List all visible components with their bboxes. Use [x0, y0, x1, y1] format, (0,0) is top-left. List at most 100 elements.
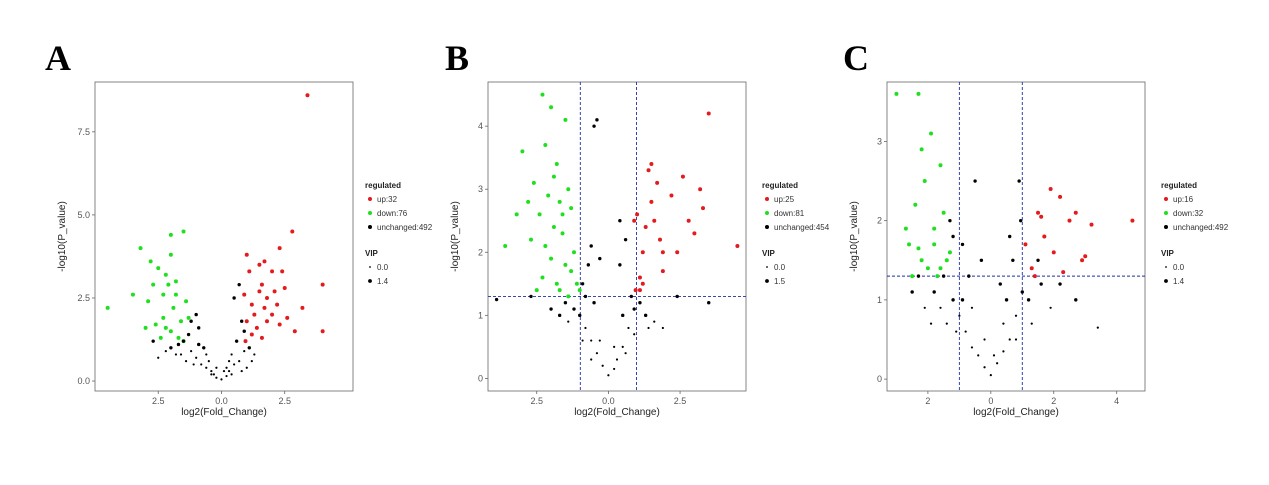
data-point-down: [543, 243, 548, 248]
data-point-unchanged: [941, 274, 946, 278]
data-point-unchanged: [190, 350, 193, 353]
x-tick-label: 0.0: [602, 396, 615, 406]
data-point-unchanged: [595, 118, 599, 122]
data-point-unchanged: [584, 326, 587, 330]
data-point-down: [514, 212, 519, 217]
data-point-up: [652, 218, 657, 223]
data-point-unchanged: [189, 319, 193, 323]
legend-marker-unchanged: [1164, 225, 1168, 229]
data-point-up: [675, 250, 680, 255]
data-point-unchanged: [970, 306, 974, 309]
y-tick-label: 3: [478, 184, 483, 194]
y-tick-label: 7.5: [77, 127, 90, 137]
data-point-down: [577, 288, 582, 293]
data-point-unchanged: [960, 242, 965, 247]
data-point-unchanged: [707, 301, 711, 305]
data-point-unchanged: [225, 374, 228, 378]
data-point-down: [903, 226, 908, 231]
data-point-unchanged: [613, 345, 616, 348]
data-point-unchanged: [220, 378, 223, 381]
data-point-down: [566, 187, 571, 192]
legend-entry-up: up:16: [1173, 195, 1194, 204]
data-point-unchanged: [638, 301, 642, 305]
data-point-down: [166, 282, 171, 287]
panel-a: A 2.5 0.0 2.5 0.0 2.5 5.0 7.5 log2(Fold_Change) -…: [45, 38, 433, 418]
data-point-down: [148, 259, 153, 264]
data-point-up: [649, 161, 654, 166]
data-point-up: [282, 286, 287, 290]
legend-title-regulated: regulated: [762, 181, 798, 190]
legend-marker-down: [765, 211, 769, 215]
data-point-up: [265, 319, 269, 324]
data-point-unchanged: [230, 373, 233, 376]
legend-vip-entry: 0.0: [774, 263, 786, 272]
data-point-down: [130, 292, 135, 297]
data-point-unchanged: [250, 359, 253, 363]
data-point-unchanged: [169, 346, 173, 350]
data-point-up: [320, 282, 325, 287]
data-point-up: [1083, 254, 1088, 259]
x-tick-label: 0.0: [215, 396, 228, 406]
x-tick-label: 2: [925, 396, 930, 406]
data-point-unchanged: [621, 345, 624, 348]
y-tick-label: 0.0: [77, 376, 90, 386]
data-point-down: [181, 229, 186, 234]
data-point-unchanged: [242, 329, 246, 333]
legend-vip-entry: 0.0: [1173, 263, 1185, 272]
data-point-up: [669, 193, 674, 198]
data-point-down: [557, 199, 562, 204]
data-point-down: [932, 226, 937, 231]
data-point-up: [1089, 222, 1094, 227]
data-point-down: [529, 237, 533, 242]
data-point-unchanged: [580, 282, 585, 286]
data-point-down: [534, 288, 539, 293]
data-point-down: [569, 206, 574, 211]
data-point-down: [540, 275, 545, 280]
data-point-down: [171, 305, 176, 310]
data-point-unchanged: [1020, 290, 1024, 294]
data-point-unchanged: [174, 353, 178, 356]
data-point-unchanged: [932, 290, 936, 294]
data-point-unchanged: [1049, 306, 1052, 309]
y-tick-label: 2.5: [77, 293, 90, 303]
data-point-up: [292, 329, 297, 334]
legend-marker-down: [368, 211, 372, 215]
data-point-unchanged: [233, 363, 236, 366]
data-point-down: [907, 242, 912, 247]
legend-title-vip: VIP: [1161, 249, 1175, 258]
data-point-unchanged: [237, 282, 241, 287]
data-point-unchanged: [1058, 282, 1062, 286]
data-point-down: [503, 243, 508, 248]
data-point-up: [1061, 270, 1066, 275]
data-point-unchanged: [253, 353, 256, 356]
y-tick-label: 2: [877, 216, 882, 226]
data-point-up: [635, 212, 640, 217]
data-point-down: [184, 299, 189, 304]
data-point-unchanged: [197, 326, 201, 330]
data-point-down: [554, 281, 559, 286]
data-point-up: [660, 269, 665, 274]
panel-letter: B: [445, 38, 469, 78]
data-point-up: [277, 246, 282, 251]
legend-entry-up: up:25: [774, 195, 795, 204]
data-point-unchanged: [589, 244, 593, 248]
data-point-unchanged: [960, 298, 965, 302]
x-axis-title: log2(Fold_Change): [574, 407, 660, 418]
data-point-unchanged: [1017, 179, 1021, 183]
data-point-unchanged: [618, 263, 622, 267]
data-point-unchanged: [222, 369, 226, 373]
legend-entry-unchanged: unchanged:454: [774, 223, 830, 232]
data-point-unchanged: [227, 359, 231, 363]
data-point-unchanged: [983, 366, 986, 369]
data-point-up: [257, 262, 262, 267]
data-point-unchanged: [215, 366, 218, 369]
data-point-down: [919, 147, 924, 152]
data-point-down: [910, 274, 915, 279]
legend-vip-marker: [766, 266, 768, 268]
data-point-unchanged: [1014, 338, 1018, 341]
y-tick-label: 0: [478, 373, 483, 383]
data-point-up: [686, 218, 691, 223]
legend-title-vip: VIP: [365, 249, 379, 258]
data-point-down: [156, 266, 161, 271]
